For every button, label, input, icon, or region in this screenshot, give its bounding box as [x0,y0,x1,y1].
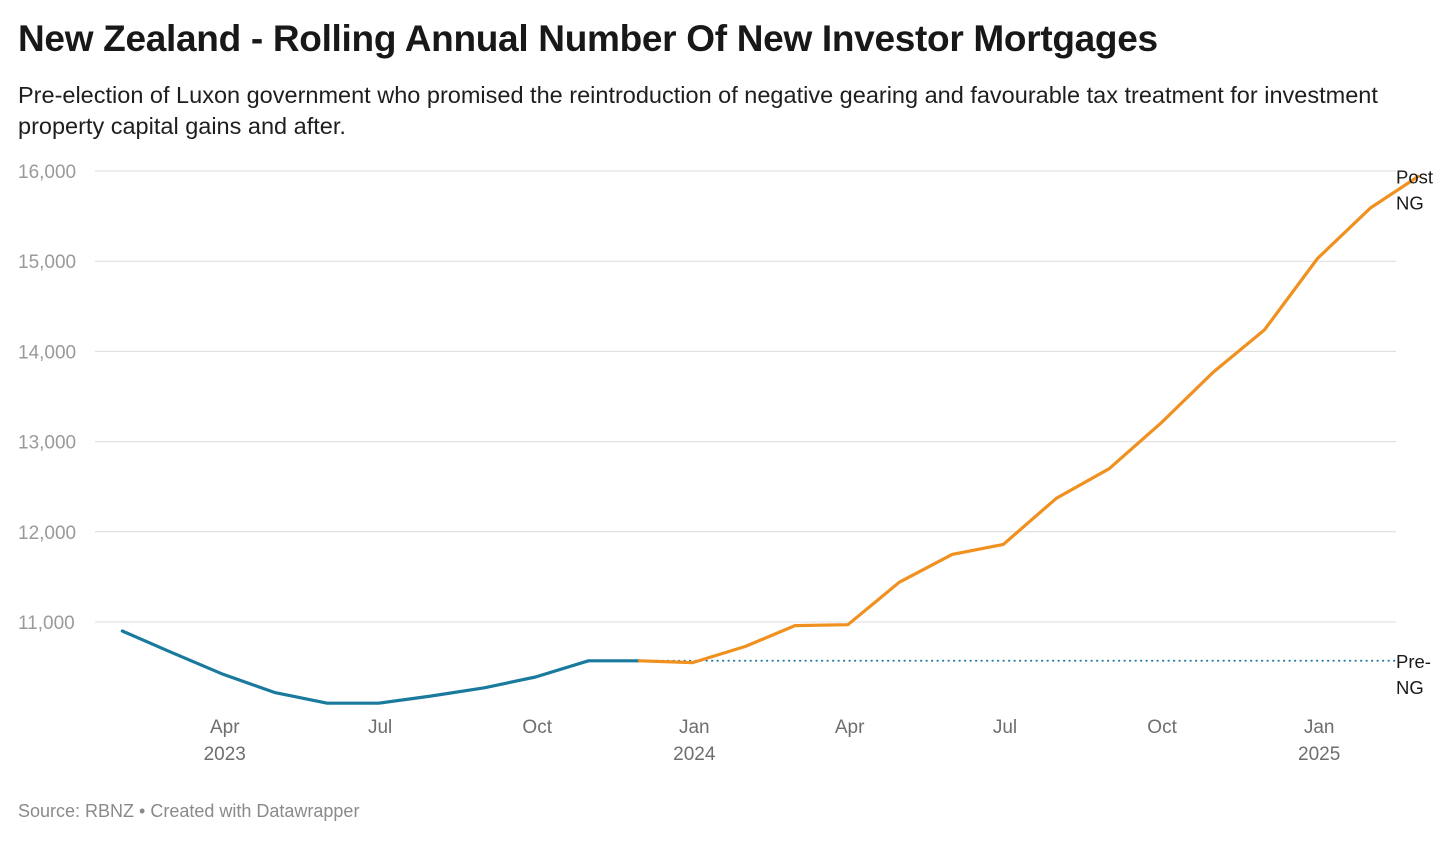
series-line-pre-ng [120,629,642,705]
x-tick-label: Apr [210,717,240,738]
series-lines [120,174,1420,705]
x-tick-year-label: 2025 [1298,744,1340,765]
x-tick-label: Jul [368,717,392,738]
x-tick-year-label: 2023 [204,744,246,765]
series-label-post-ng: Post [1396,166,1433,187]
series-label-pre-ng: Pre- [1396,651,1431,672]
y-axis-tick-labels: 11,000 12,000 13,000 14,000 15,000 16,000 [18,162,76,634]
x-tick-label: Jan [679,717,710,738]
x-tick-label: Apr [835,717,865,738]
chart-title: New Zealand - Rolling Annual Number Of N… [18,18,1158,59]
x-tick-label: Jul [993,717,1017,738]
y-tick-label: 12,000 [18,523,76,544]
series-label-pre-ng: NG [1396,677,1424,698]
x-tick-label: Jan [1304,717,1335,738]
series-label-post-ng: NG [1396,192,1424,213]
y-tick-label: 13,000 [18,433,76,454]
y-tick-label: 11,000 [18,613,75,634]
y-tick-label: 15,000 [18,252,76,273]
x-axis-tick-labels: Apr 2023 Jul Oct Jan 2024 Apr Jul Oct Jan 2025 [204,717,1341,765]
y-tick-label: 16,000 [18,162,76,183]
series-end-labels: Post NG Pre- NG [1396,166,1433,697]
x-tick-year-label: 2024 [673,744,716,765]
x-tick-label: Oct [1147,717,1177,738]
series-line-post-ng [637,174,1420,665]
source-credit: Source: RBNZ • Created with Datawrapper [18,801,360,821]
chart-subtitle: Pre-election of Luxon government who pro… [18,82,1378,139]
gridlines [95,170,1396,623]
x-tick-label: Oct [522,717,552,738]
y-tick-label: 14,000 [18,342,76,363]
